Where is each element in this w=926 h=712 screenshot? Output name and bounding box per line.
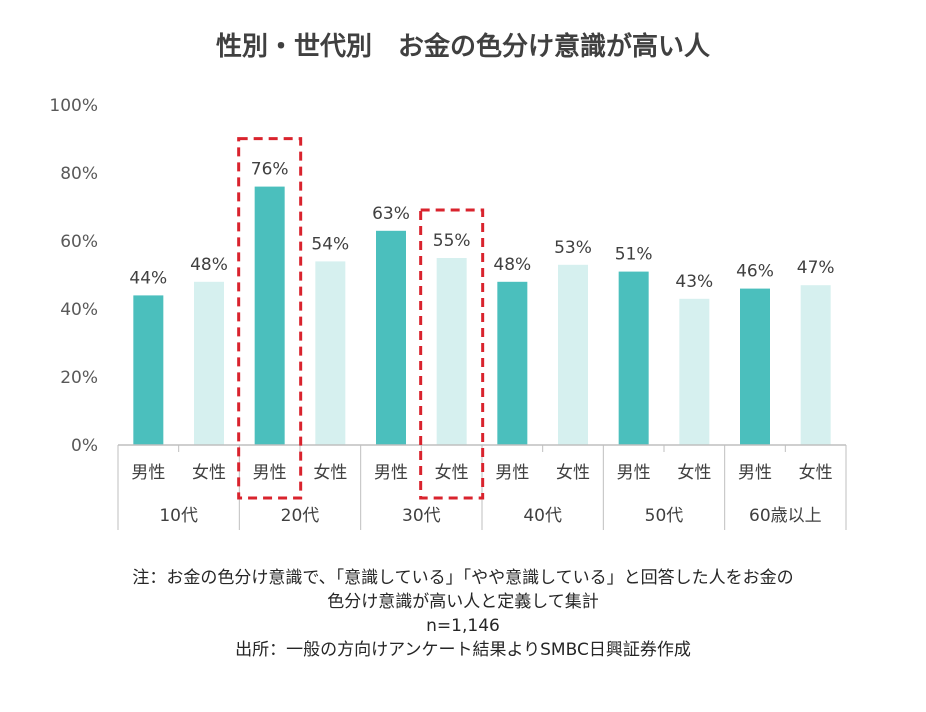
x-age-group-label: 20代 [281,506,320,526]
bar-chart: 0% 20% 40% 60% 80% 100% 44% 男性 48% 女性 10代 76% 男性 54% 女… [49,96,847,530]
bar-female [679,298,710,445]
data-label: 51% [615,245,653,265]
x-gender-label: 男性 [495,463,529,483]
bar-male [376,230,406,445]
x-gender-label: 男性 [617,463,651,483]
y-tick-label: 60% [60,232,98,252]
bar-female [436,258,467,445]
bar-female [558,264,588,445]
data-label: 47% [797,258,835,278]
note-line-4: 出所：一般の方向けアンケート結果よりSMBC日興証券作成 [235,640,691,660]
data-label: 63% [372,204,410,224]
bar-female [194,281,224,445]
note-line-3: n=1,146 [426,616,500,636]
bar-male [740,288,770,445]
bar-female [800,285,831,445]
chart-title: 性別・世代別 お金の色分け意識が高い人 [215,32,710,62]
x-gender-label: 女性 [799,463,833,483]
x-gender-label: 男性 [253,463,287,483]
data-label: 43% [675,272,713,292]
bar-male [133,295,164,445]
x-gender-label: 女性 [435,463,469,483]
bar-male [254,186,285,445]
data-label: 53% [554,238,592,258]
x-gender-label: 男性 [374,463,408,483]
y-tick-label: 0% [71,436,98,456]
x-gender-label: 女性 [192,463,226,483]
data-label: 48% [493,255,531,275]
data-label: 48% [190,255,228,275]
highlight-box [237,137,303,500]
x-gender-label: 女性 [556,463,590,483]
x-age-group-label: 30代 [402,506,441,526]
highlight-box [419,208,485,500]
chart-notes: 注：お金の色分け意識で、「意識している」「やや意識している」と回答した人をお金の… [0,566,926,662]
x-gender-label: 男性 [131,463,165,483]
x-gender-label: 男性 [738,463,772,483]
y-tick-label: 80% [60,164,98,184]
note-line-1: 注：お金の色分け意識で、「意識している」「やや意識している」と回答した人をお金の [132,568,794,588]
data-label: 76% [251,160,289,180]
bar-male [618,271,649,445]
y-tick-label: 20% [60,368,98,388]
data-label: 46% [736,262,774,282]
data-label: 54% [311,234,349,254]
x-age-group-label: 10代 [159,506,198,526]
x-age-group-label: 60歳以上 [749,506,822,526]
data-label: 55% [433,231,471,251]
bar-female [315,261,346,445]
y-tick-label: 40% [60,300,98,320]
x-age-group-label: 50代 [645,506,684,526]
bar-male [497,281,528,445]
note-line-2: 色分け意識が高い人と定義して集計 [327,592,599,612]
x-gender-label: 女性 [313,463,347,483]
x-gender-label: 女性 [677,463,711,483]
x-age-group-label: 40代 [523,506,562,526]
data-label: 44% [129,268,167,288]
y-tick-label: 100% [49,96,98,116]
